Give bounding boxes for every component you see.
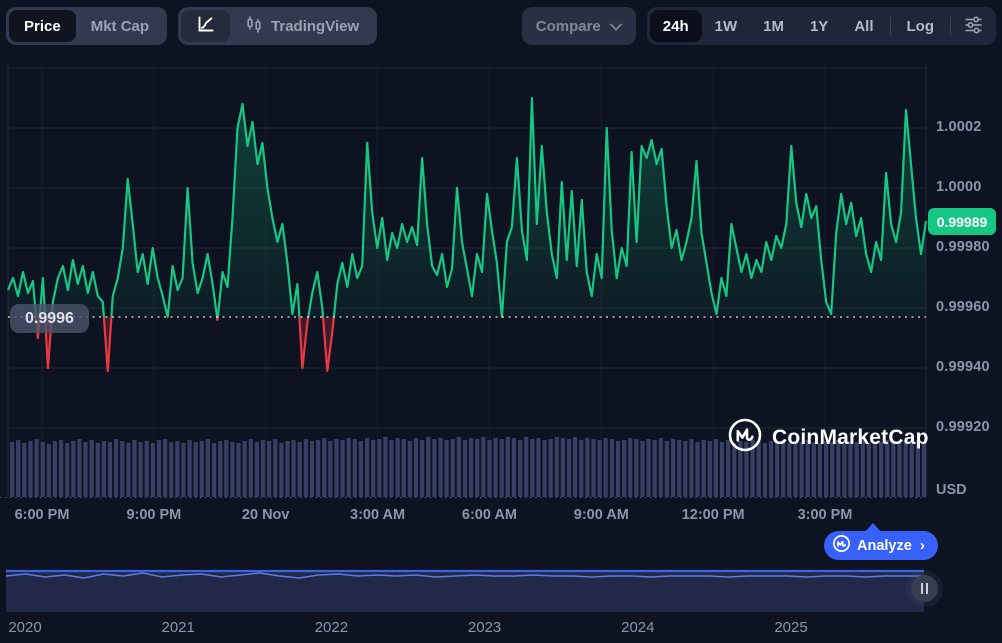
timeline-year-label[interactable]: 2023 xyxy=(467,619,502,636)
sliders-icon xyxy=(963,15,984,38)
price-tab[interactable]: Price xyxy=(9,10,76,42)
tradingview-label: TradingView xyxy=(271,17,360,35)
x-axis-tick: 20 Nov xyxy=(241,507,290,523)
time-range-group: 24h 1W 1M 1Y All Log xyxy=(646,7,996,45)
price-mktcap-toggle: Price Mkt Cap xyxy=(6,7,168,45)
tradingview-button[interactable]: TradingView xyxy=(230,10,374,42)
tooltip-notch xyxy=(864,523,882,533)
compare-label: Compare xyxy=(535,17,601,35)
currency-label: USD xyxy=(936,482,967,498)
analyze-button[interactable]: Analyze › xyxy=(824,531,938,560)
x-axis-tick: 3:00 PM xyxy=(797,507,853,523)
chevron-down-icon xyxy=(609,18,622,35)
timeline-year-label[interactable]: 2025 xyxy=(774,619,808,636)
y-axis-tick: 1.0000 xyxy=(936,179,982,195)
analyze-label: Analyze xyxy=(857,537,912,554)
candlestick-icon xyxy=(245,15,263,38)
divider xyxy=(950,17,951,35)
y-axis-tick: 1.0002 xyxy=(936,119,982,135)
timeline-year-label[interactable]: 2024 xyxy=(621,619,655,636)
range-all-button[interactable]: All xyxy=(841,10,886,42)
chart-settings-button[interactable] xyxy=(954,15,993,38)
x-axis-tick: 12:00 PM xyxy=(681,507,745,523)
y-axis-tick: 0.99980 xyxy=(936,239,990,255)
range-1m-button[interactable]: 1M xyxy=(750,10,797,42)
coinmarketcap-watermark: CoinMarketCap xyxy=(727,417,929,458)
range-1w-button[interactable]: 1W xyxy=(702,10,751,42)
chart-toolbar: Price Mkt Cap TradingVi xyxy=(6,7,996,45)
chart-type-toggle: TradingView xyxy=(178,7,378,45)
timeline-year-label[interactable]: 2022 xyxy=(314,619,349,636)
watermark-text: CoinMarketCap xyxy=(772,425,929,449)
range-24h-button[interactable]: 24h xyxy=(649,10,702,42)
x-axis-tick: 9:00 PM xyxy=(126,507,182,523)
y-axis-tick: 0.99940 xyxy=(936,359,990,375)
x-axis-tick: 3:00 AM xyxy=(350,507,406,523)
log-scale-button[interactable]: Log xyxy=(894,10,948,42)
chevron-right-icon: › xyxy=(919,537,925,554)
compare-button[interactable]: Compare xyxy=(521,7,636,45)
divider xyxy=(889,17,891,35)
y-axis-tick: 0.99920 xyxy=(936,419,990,435)
timeline-drag-handle[interactable] xyxy=(911,575,938,602)
x-axis-tick: 9:00 AM xyxy=(573,507,629,523)
range-1y-button[interactable]: 1Y xyxy=(797,10,841,42)
x-axis-tick: 6:00 PM xyxy=(14,507,70,523)
timeline-year-label[interactable]: 2021 xyxy=(161,619,195,636)
mktcap-tab[interactable]: Mkt Cap xyxy=(76,10,164,42)
x-axis-tick: 6:00 AM xyxy=(461,507,517,523)
analyze-cmc-icon xyxy=(832,534,851,557)
line-chart-icon xyxy=(196,15,215,38)
current-price-badge: 0.99989 xyxy=(928,208,996,235)
timeline-year-label[interactable]: 2020 xyxy=(8,619,42,636)
line-chart-type-button[interactable] xyxy=(181,10,231,42)
y-axis-tick: 0.99960 xyxy=(936,299,990,315)
analyze-tooltip: Analyze › xyxy=(824,522,938,560)
baseline-price-pill: 0.9996 xyxy=(10,304,89,333)
coinmarketcap-logo-icon xyxy=(727,417,763,458)
